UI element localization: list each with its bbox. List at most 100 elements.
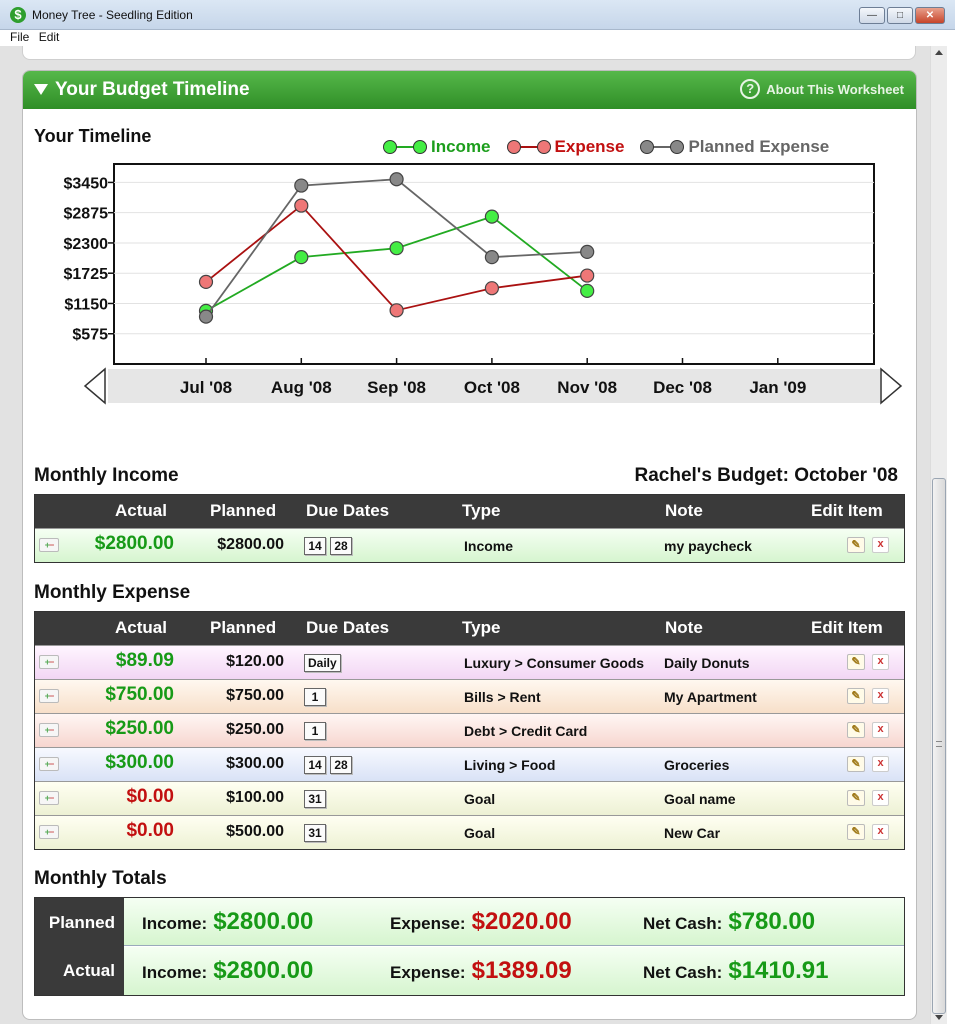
data-point	[294, 178, 309, 193]
planned-value: $100.00	[226, 789, 284, 806]
edit-pencil-icon[interactable]: ✎	[847, 654, 865, 670]
scroll-down-icon[interactable]	[935, 1015, 943, 1020]
net-value: $1410.91	[728, 957, 829, 984]
y-tick-label: $1150	[64, 296, 108, 313]
actual-totals-row: Income: $2800.00 Expense: $1389.09 Net C…	[124, 947, 904, 995]
net-value: $780.00	[728, 908, 816, 935]
income-table: Actual Planned Due Dates Type Note Edit …	[34, 494, 905, 563]
vertical-scrollbar[interactable]	[930, 46, 947, 1024]
menu-edit[interactable]: Edit	[38, 30, 60, 44]
edit-pencil-icon[interactable]: ✎	[847, 688, 865, 704]
due-date-chip[interactable]: 14	[304, 537, 326, 555]
expand-collapse-icon[interactable]: +−	[39, 538, 59, 552]
menu-file[interactable]: File	[10, 30, 30, 44]
due-date-chip[interactable]: 28	[330, 537, 352, 555]
expand-collapse-icon[interactable]: +−	[39, 791, 59, 805]
next-arrow-icon[interactable]	[880, 367, 903, 405]
collapse-triangle-icon[interactable]	[34, 84, 48, 95]
delete-x-icon[interactable]: x	[872, 688, 889, 704]
scroll-up-icon[interactable]	[935, 50, 943, 55]
due-dates: 31	[304, 824, 326, 842]
actual-value: $0.00	[126, 786, 174, 807]
due-date-chip[interactable]: 14	[304, 756, 326, 774]
table-row[interactable]: +− $300.00 $300.00 14 28 Living > Food G…	[35, 747, 904, 781]
delete-x-icon[interactable]: x	[872, 654, 889, 670]
menu-bar: File Edit	[0, 30, 955, 46]
edit-pencil-icon[interactable]: ✎	[847, 537, 865, 553]
timeline-chart: $3450 $2875 $2300 $1725 $1150 $575 Jul '08 Aug …	[64, 163, 903, 405]
expand-collapse-icon[interactable]: +−	[39, 655, 59, 669]
actual-expense: Expense: $1389.09	[390, 957, 572, 985]
expense-title: Monthly Expense	[34, 582, 191, 603]
expand-collapse-icon[interactable]: +−	[39, 689, 59, 703]
note-value: my paycheck	[664, 538, 752, 554]
about-worksheet-link[interactable]: ? About This Worksheet	[740, 79, 904, 99]
legend-expense: Expense	[506, 137, 624, 157]
delete-x-icon[interactable]: x	[872, 537, 889, 553]
delete-x-icon[interactable]: x	[872, 756, 889, 772]
table-row[interactable]: +− $0.00 $500.00 31 Goal New Car ✎ x	[35, 815, 904, 849]
data-point	[389, 172, 404, 187]
section-header[interactable]: Your Budget Timeline ? About This Worksh…	[23, 71, 916, 109]
edit-pencil-icon[interactable]: ✎	[847, 722, 865, 738]
due-dates: 14 28	[304, 537, 352, 555]
planned-legend-icon	[640, 139, 685, 155]
delete-x-icon[interactable]: x	[872, 790, 889, 806]
window-title: Money Tree - Seedling Edition	[32, 8, 193, 22]
table-row[interactable]: +− $750.00 $750.00 1 Bills > Rent My Apa…	[35, 679, 904, 713]
budget-panel: Your Budget Timeline ? About This Worksh…	[22, 70, 917, 1020]
data-point	[484, 250, 499, 265]
grip-icon	[936, 741, 942, 747]
edit-pencil-icon[interactable]: ✎	[847, 790, 865, 806]
maximize-button[interactable]: □	[887, 7, 913, 24]
due-date-chip[interactable]: 1	[304, 688, 326, 706]
close-button[interactable]: ✕	[915, 7, 945, 24]
totals-table: Planned Actual Income: $2800.00 Expense:…	[34, 897, 905, 996]
due-date-chip[interactable]: 28	[330, 756, 352, 774]
due-date-chip[interactable]: Daily	[304, 654, 341, 672]
due-date-chip[interactable]: 31	[304, 824, 326, 842]
expense-value: $2020.00	[471, 908, 572, 935]
planned-value: $250.00	[226, 721, 284, 738]
timeline-title: Your Timeline	[34, 126, 152, 146]
table-row[interactable]: +− $2800.00 $2800.00 14 28 Income my pay…	[35, 528, 904, 562]
col-edit: Edit Item	[811, 501, 883, 520]
col-planned: Planned	[210, 501, 277, 520]
net-label: Net Cash:	[643, 914, 723, 933]
actual-label: Actual	[63, 961, 115, 980]
due-dates: 31	[304, 790, 326, 808]
income-table-header: Actual Planned Due Dates Type Note Edit …	[35, 495, 904, 528]
data-point	[484, 281, 499, 296]
due-date-chip[interactable]: 1	[304, 722, 326, 740]
about-label: About This Worksheet	[766, 81, 904, 97]
expand-collapse-icon[interactable]: +−	[39, 757, 59, 771]
table-row[interactable]: +− $0.00 $100.00 31 Goal Goal name ✎ x	[35, 781, 904, 815]
edit-pencil-icon[interactable]: ✎	[847, 756, 865, 772]
actual-value: $0.00	[126, 820, 174, 841]
note-value: My Apartment	[664, 689, 757, 705]
actual-income: Income: $2800.00	[142, 957, 313, 985]
scroll-thumb[interactable]	[932, 478, 946, 1014]
data-point	[294, 198, 309, 213]
data-point	[389, 303, 404, 318]
data-point	[580, 268, 595, 283]
delete-x-icon[interactable]: x	[872, 722, 889, 738]
table-row[interactable]: +− $250.00 $250.00 1 Debt > Credit Card …	[35, 713, 904, 747]
minimize-button[interactable]: —	[859, 7, 885, 24]
actual-net: Net Cash: $1410.91	[643, 957, 828, 985]
col-actual: Actual	[115, 618, 167, 637]
delete-x-icon[interactable]: x	[872, 824, 889, 840]
type-value: Goal	[464, 825, 496, 841]
col-type: Type	[462, 618, 501, 637]
table-row[interactable]: +− $89.09 $120.00 Daily Luxury > Consume…	[35, 645, 904, 679]
expand-collapse-icon[interactable]: +−	[39, 825, 59, 839]
col-type: Type	[462, 501, 501, 520]
type-value: Luxury > Consumer Goods	[464, 655, 645, 671]
due-date-chip[interactable]: 31	[304, 790, 326, 808]
prev-arrow-icon[interactable]	[83, 367, 106, 405]
expand-collapse-icon[interactable]: +−	[39, 723, 59, 737]
expense-label: Expense:	[390, 914, 466, 933]
edit-pencil-icon[interactable]: ✎	[847, 824, 865, 840]
data-point	[580, 244, 595, 259]
actual-value: $2800.00	[94, 533, 174, 554]
